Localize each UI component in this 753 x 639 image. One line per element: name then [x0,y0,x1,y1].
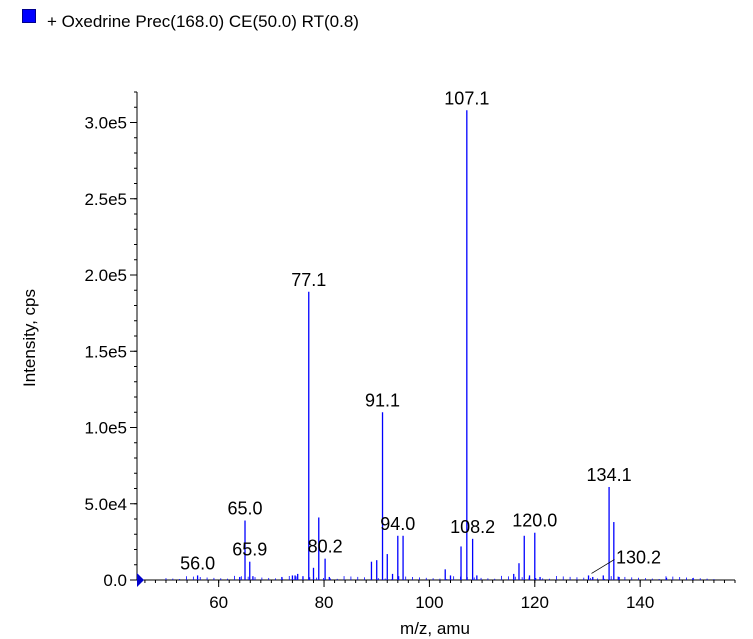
peak-label-120.0: 120.0 [512,511,557,531]
peaks [165,110,715,580]
peak-label-65.9: 65.9 [232,540,267,560]
peak-label-134.1: 134.1 [587,465,632,485]
peak-label-130.2: 130.2 [616,547,661,567]
x-tick-label: 100 [415,593,443,612]
x-tick-label: 120 [521,593,549,612]
y-tick-label: 0.0 [103,571,127,590]
x-axis-label: m/z, amu [400,619,470,638]
label-leader-line [591,559,615,574]
y-axis-label: Intensity, cps [20,289,39,387]
peak-label-56.0: 56.0 [180,553,215,573]
peak-label-80.2: 80.2 [308,537,343,557]
y-tick-label: 2.0e5 [84,266,127,285]
y-tick-label: 1.5e5 [84,342,127,361]
y-tick-label: 1.0e5 [84,419,127,438]
peak-label-108.2: 108.2 [450,517,495,537]
axes: 0.0 5.0e4 1.0e5 1.5e5 2.0e5 2.5e5 3.0e5 60 80 100… [84,91,736,612]
y-tick-label: 3.0e5 [84,114,127,133]
legend-label: + Oxedrine Prec(168.0) CE(50.0) RT(0.8) [47,12,359,31]
x-tick-label: 80 [315,593,334,612]
peak-labels: 56.0 65.0 65.9 77.1 80.2 91.1 94.0 107.1 108.2 12… [180,88,661,574]
legend-swatch [22,9,36,23]
y-tick-label: 5.0e4 [84,495,127,514]
peak-label-107.1: 107.1 [444,88,489,108]
x-tick-label: 140 [626,593,654,612]
y-tick-label: 2.5e5 [84,190,127,209]
peak-label-65.0: 65.0 [227,499,262,519]
zero-marker-icon [137,573,144,587]
peak-label-94.0: 94.0 [380,514,415,534]
peak-label-77.1: 77.1 [291,270,326,290]
peak-label-91.1: 91.1 [365,390,400,410]
x-tick-label: 60 [209,593,228,612]
